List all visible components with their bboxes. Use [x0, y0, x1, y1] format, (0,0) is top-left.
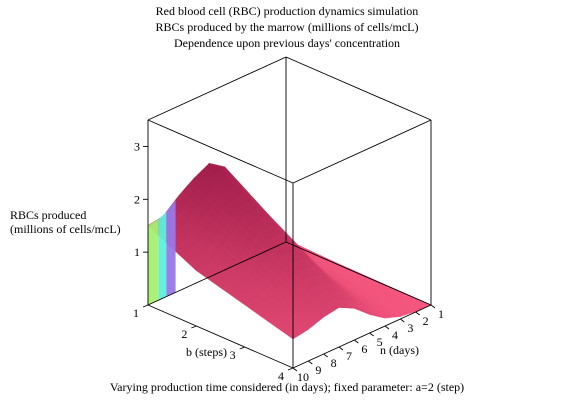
- n-tick: [323, 353, 328, 358]
- bounding-box: [147, 56, 432, 369]
- b-tick: [142, 304, 149, 308]
- n-tick: [338, 346, 344, 351]
- box-edge: [292, 119, 432, 184]
- n-tick-label: 2: [423, 314, 429, 328]
- b-axis-label: b (steps): [186, 345, 227, 359]
- z-axis-label-line-1: RBCs produced: [10, 208, 87, 222]
- chart-title-line-3: Dependence upon previous days' concentra…: [173, 36, 401, 50]
- box-edge: [285, 56, 432, 121]
- surface-edge-band: [158, 212, 167, 301]
- box-edge: [147, 304, 294, 369]
- n-tick-label: 1: [438, 307, 444, 321]
- n-tick: [430, 304, 436, 309]
- box-edge: [147, 119, 294, 184]
- n-axis-label: n (days): [380, 343, 419, 357]
- n-tick-label: 7: [346, 349, 352, 363]
- n-tick: [400, 318, 405, 323]
- surface-edge-band: [166, 199, 176, 297]
- chart-title-line-2: RBCs produced by the marrow (millions of…: [155, 20, 419, 34]
- box-edge: [285, 241, 432, 306]
- n-tick: [292, 367, 298, 372]
- b-tick-label: 3: [230, 348, 236, 362]
- box-edge: [147, 56, 287, 121]
- b-tick: [191, 325, 197, 329]
- n-tick-label: 3: [407, 321, 413, 335]
- n-tick-label: 6: [361, 342, 367, 356]
- n-tick: [354, 339, 359, 344]
- z-tick-label: 3: [134, 139, 140, 153]
- n-tick: [369, 332, 374, 337]
- z-axis-label-line-2: (millions of cells/mcL): [10, 222, 121, 236]
- z-tick-label: 2: [134, 192, 140, 206]
- b-tick-label: 1: [133, 306, 139, 320]
- surface-layer: [147, 162, 432, 340]
- n-tick-label: 10: [297, 370, 309, 384]
- surface-edge-band: [148, 219, 159, 305]
- box-edge: [147, 241, 287, 306]
- box-edge: [292, 304, 432, 369]
- n-tick: [415, 311, 420, 316]
- chart-caption: Varying production time considered (in d…: [109, 380, 465, 394]
- n-tick: [308, 360, 313, 365]
- chart-title-line-1: Red blood cell (RBC) production dynamics…: [155, 4, 419, 18]
- n-tick-label: 8: [331, 356, 337, 370]
- n-tick-label: 4: [392, 328, 398, 342]
- n-tick-label: 9: [315, 363, 321, 377]
- n-tick: [384, 325, 390, 330]
- b-tick: [287, 367, 294, 371]
- b-tick-label: 4: [278, 369, 284, 383]
- b-tick-label: 2: [181, 327, 187, 341]
- n-tick-label: 5: [377, 335, 383, 349]
- b-tick: [239, 346, 245, 350]
- z-tick-label: 1: [134, 245, 140, 259]
